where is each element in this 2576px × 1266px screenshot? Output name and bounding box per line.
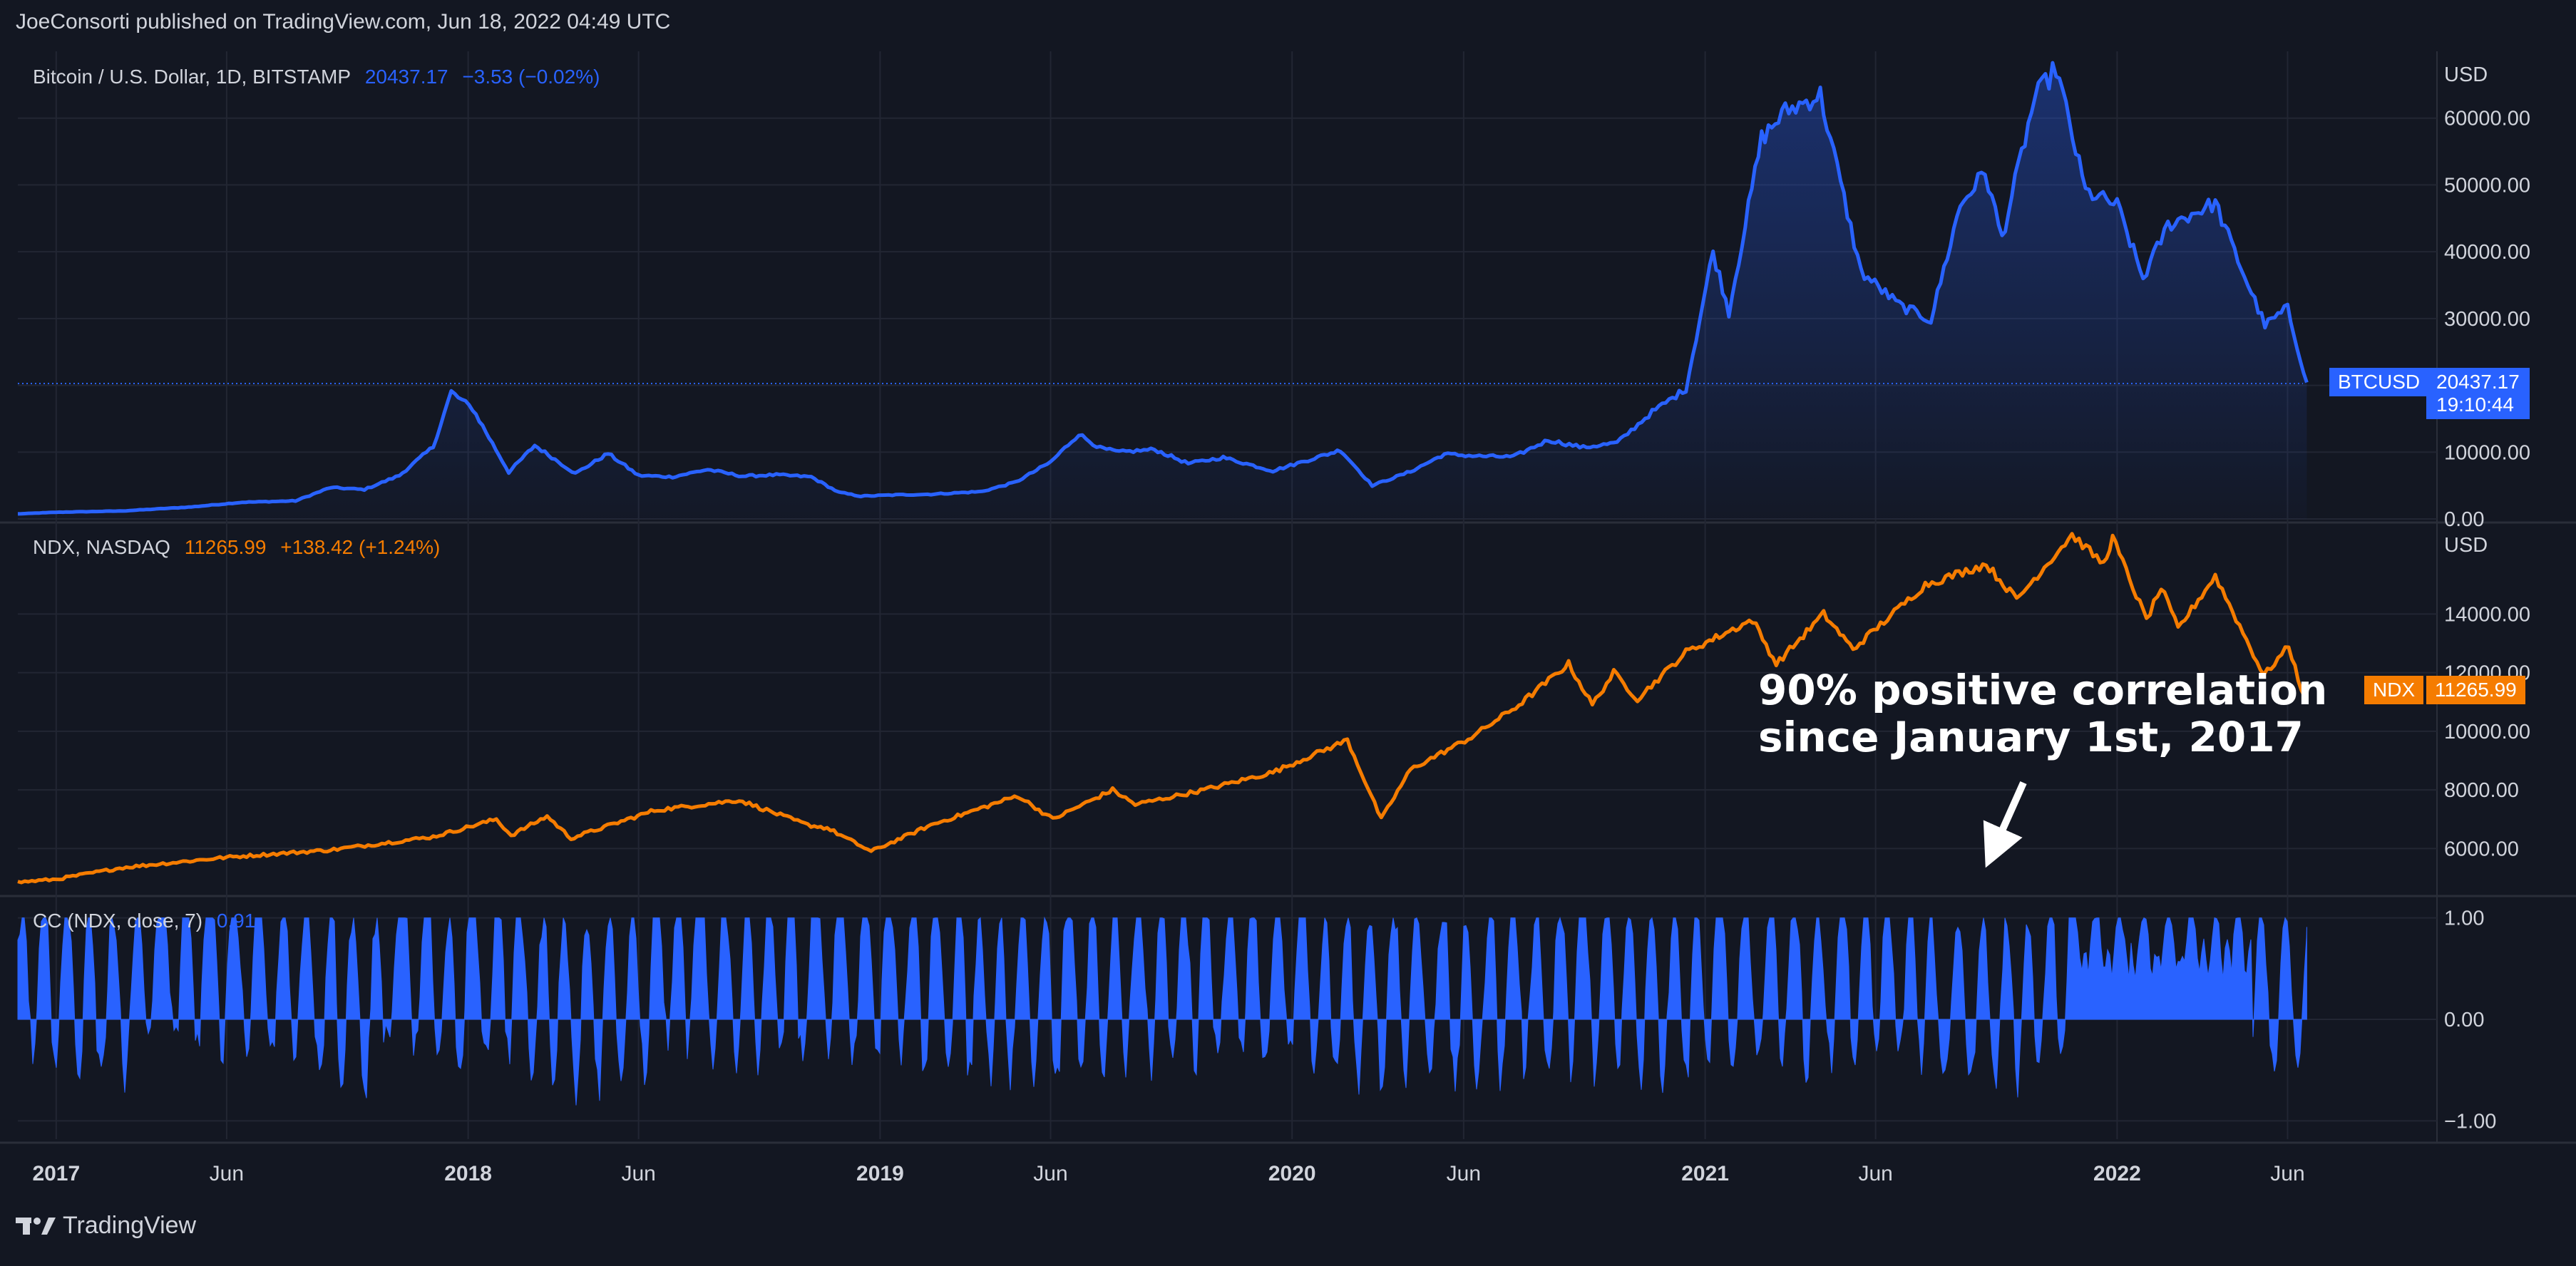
btc-price-tick: 10000.00 (2444, 441, 2530, 464)
cc-tick: 0.00 (2444, 1009, 2484, 1031)
btc-price-tag-value: 20437.17 19:10:44 (2426, 368, 2530, 419)
ndx-price-tick: 8000.00 (2444, 779, 2519, 802)
time-axis-label: Jun (1447, 1162, 1481, 1185)
annotation-line-2: since January 1st, 2017 (1758, 713, 2304, 761)
btc-price-tick: 60000.00 (2444, 108, 2530, 130)
time-axis-label: Jun (1858, 1162, 1892, 1185)
ndx-price-tick: 6000.00 (2444, 838, 2519, 860)
btc-last-value: 20437.17 (364, 66, 448, 88)
btc-price-tick: 30000.00 (2444, 308, 2530, 331)
ndx-price-tick: 10000.00 (2444, 721, 2530, 743)
btc-symbol: Bitcoin / U.S. Dollar, 1D, BITSTAMP (33, 66, 351, 88)
btc-area-fill (18, 63, 2307, 520)
time-axis-label: Jun (210, 1162, 244, 1185)
cc-tick: 1.00 (2444, 907, 2484, 930)
btc-legend: Bitcoin / U.S. Dollar, 1D, BITSTAMP 2043… (33, 66, 608, 88)
ndx-price-line (17, 532, 2309, 885)
annotation-line-1: 90% positive correlation (1758, 666, 2328, 714)
btc-price-tag-label: BTCUSD (2329, 368, 2429, 396)
ndx-pane (17, 532, 2309, 885)
publisher-credit: JoeConsorti published on TradingView.com… (16, 10, 671, 34)
ndx-legend: NDX, NASDAQ 11265.99 +138.42 (+1.24%) (33, 536, 448, 559)
time-axis-label: 2021 (1681, 1162, 1729, 1185)
annotation-text: 90% positive correlation since January 1… (1758, 667, 2327, 761)
ndx-last-value: 11265.99 (184, 536, 267, 558)
time-axis-label: Jun (1033, 1162, 1067, 1185)
cc-pane (17, 916, 2307, 1106)
btc-pane (17, 61, 2309, 520)
time-axis-label: Jun (621, 1162, 655, 1185)
btc-price-tag-price: 20437.17 (2436, 371, 2520, 393)
ndx-change: +138.42 (+1.24%) (280, 536, 441, 558)
cc-legend: CC (NDX, close, 7) 0.91 (33, 910, 264, 932)
tradingview-brand-label: TradingView (63, 1212, 197, 1239)
ndx-price-tag-label: NDX (2364, 676, 2424, 704)
cc-tick: −1.00 (2444, 1110, 2496, 1133)
time-axis-label: 2022 (2093, 1162, 2141, 1185)
btc-currency-label: USD (2444, 63, 2488, 86)
ndx-currency-label: USD (2444, 534, 2488, 557)
btc-price-tick: 40000.00 (2444, 241, 2530, 264)
time-axis-label: 2017 (32, 1162, 80, 1185)
cc-value: 0.91 (216, 910, 256, 932)
cc-histogram (17, 916, 2307, 1106)
btc-price-tag-countdown: 19:10:44 (2436, 393, 2514, 416)
time-axis-label: Jun (2270, 1162, 2304, 1185)
ndx-symbol: NDX, NASDAQ (33, 536, 170, 558)
time-axis-label: 2020 (1268, 1162, 1316, 1185)
btc-change: −3.53 (−0.02%) (462, 66, 600, 88)
ndx-price-tick: 14000.00 (2444, 603, 2530, 626)
annotation-arrow (1983, 781, 2027, 868)
time-axis-label: 2019 (856, 1162, 904, 1185)
cc-label: CC (NDX, close, 7) (33, 910, 203, 932)
ndx-price-tag-value: 11265.99 (2426, 676, 2525, 704)
tradingview-logo-icon (16, 1217, 56, 1235)
time-axis-label: 2018 (444, 1162, 492, 1185)
btc-price-line (17, 61, 2309, 516)
tradingview-brand[interactable]: TradingView (16, 1212, 196, 1240)
btc-price-tick: 50000.00 (2444, 174, 2530, 197)
btc-price-tick: 0.00 (2444, 508, 2484, 531)
